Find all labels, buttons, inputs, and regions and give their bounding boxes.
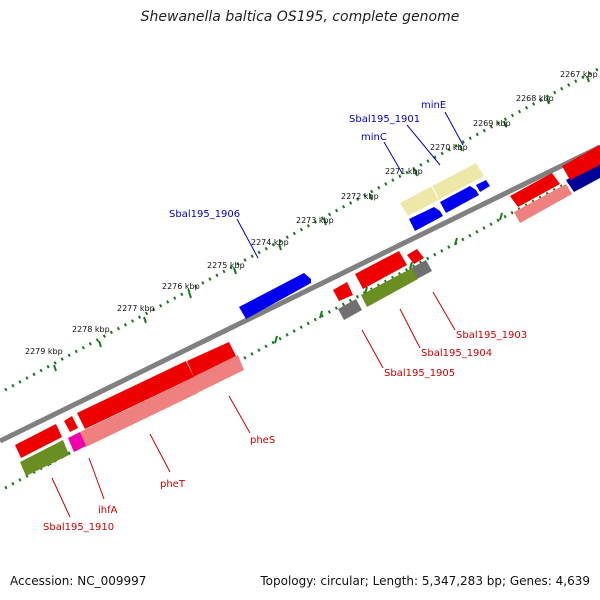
kbp-label-2274: 2274 kbp bbox=[251, 238, 289, 247]
kbp-labels: 2267 kbp 2268 kbp 2269 kbp 2270 kbp 2271… bbox=[25, 70, 598, 356]
gene-minE[interactable] bbox=[476, 180, 490, 192]
kbp-label-2271: 2271 kbp bbox=[385, 167, 423, 176]
gene-Sbal195_1910[interactable] bbox=[20, 440, 69, 476]
forward-genes bbox=[239, 161, 600, 319]
kbp-label-2269: 2269 kbp bbox=[473, 119, 511, 128]
gene-label-Sbal195_1904[interactable]: Sbal195_1904 bbox=[421, 348, 492, 359]
kbp-label-2273: 2273 kbp bbox=[296, 216, 334, 225]
gene-minD-shadow[interactable] bbox=[400, 163, 484, 216]
gene-Sbal195_1903-top[interactable] bbox=[407, 249, 424, 264]
kbp-label-2279: 2279 kbp bbox=[25, 347, 63, 356]
gene-Sbal195_1905-top[interactable] bbox=[333, 282, 353, 301]
gene-Sbal195_1904-top[interactable] bbox=[355, 251, 407, 289]
gene-ihfA[interactable] bbox=[68, 432, 86, 452]
gene-far-right-red-1[interactable] bbox=[510, 173, 560, 207]
gene-label-minE[interactable]: minE bbox=[421, 100, 446, 111]
gene-pheS-top[interactable] bbox=[187, 342, 236, 377]
kbp-label-2278: 2278 kbp bbox=[72, 325, 110, 334]
kbp-label-2275: 2275 kbp bbox=[207, 261, 245, 270]
kbp-label-2267: 2267 kbp bbox=[560, 70, 598, 79]
genome-backbone bbox=[0, 144, 600, 444]
outer-tick-line bbox=[4, 66, 600, 392]
gene-Sbal195_1901[interactable] bbox=[440, 186, 479, 213]
gene-pheT[interactable] bbox=[80, 378, 198, 447]
outer-major-ticks bbox=[53, 75, 590, 372]
gene-Sbal195_1906[interactable] bbox=[239, 273, 311, 319]
kbp-label-2270: 2270 kbp bbox=[430, 143, 468, 152]
gene-Sbal195_1910-top[interactable] bbox=[15, 424, 62, 458]
kbp-label-2277: 2277 kbp bbox=[117, 304, 155, 313]
accession-text: Accession: NC_009997 bbox=[10, 574, 147, 588]
gene-far-right-red-2[interactable] bbox=[562, 145, 600, 180]
gene-pheS[interactable] bbox=[191, 355, 244, 393]
gene-label-Sbal195_1903[interactable]: Sbal195_1903 bbox=[456, 330, 527, 341]
gene-label-pheT[interactable]: pheT bbox=[160, 479, 186, 490]
gene-minC[interactable] bbox=[409, 207, 443, 231]
gene-Sbal195_1905[interactable] bbox=[338, 299, 362, 320]
map-title: Shewanella baltica OS195, complete genom… bbox=[140, 9, 460, 25]
gene-label-Sbal195_1906[interactable]: Sbal195_1906 bbox=[169, 209, 240, 220]
gene-label-minC[interactable]: minC bbox=[361, 132, 387, 143]
gene-far-right-pink[interactable] bbox=[514, 184, 572, 223]
gene-label-pheS[interactable]: pheS bbox=[250, 435, 275, 446]
kbp-label-2276: 2276 kbp bbox=[162, 282, 200, 291]
kbp-label-2268: 2268 kbp bbox=[516, 94, 554, 103]
gene-Sbal195_1903[interactable] bbox=[411, 260, 432, 279]
gene-label-Sbal195_1905[interactable]: Sbal195_1905 bbox=[384, 368, 455, 379]
label-leaders bbox=[51, 111, 464, 518]
gene-label-Sbal195_1910[interactable]: Sbal195_1910 bbox=[43, 522, 114, 533]
gene-label-ihfA[interactable]: ihfA bbox=[98, 505, 118, 516]
gene-label-Sbal195_1901[interactable]: Sbal195_1901 bbox=[349, 114, 420, 125]
kbp-label-2272: 2272 kbp bbox=[341, 192, 379, 201]
gene-labels: minE Sbal195_1901 minC Sbal195_1906 Sbal… bbox=[43, 100, 527, 533]
reverse-genes bbox=[15, 145, 600, 476]
gene-Sbal195_1904[interactable] bbox=[361, 268, 418, 307]
gene-ihfA-top[interactable] bbox=[64, 416, 78, 432]
gene-pheT-top[interactable] bbox=[77, 361, 194, 429]
genome-summary-text: Topology: circular; Length: 5,347,283 bp… bbox=[260, 574, 590, 588]
